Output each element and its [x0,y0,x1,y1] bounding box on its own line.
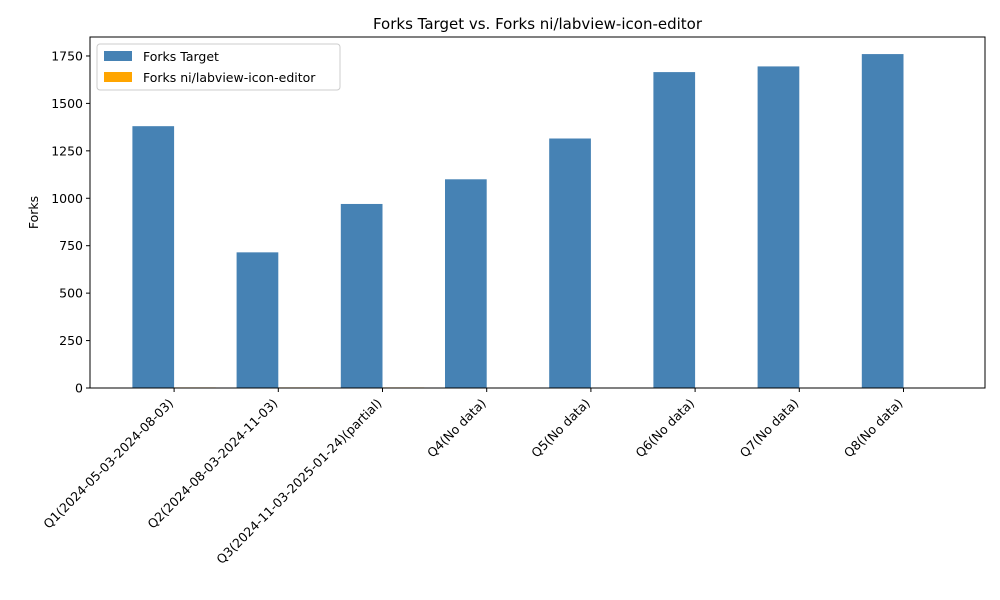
y-tick-label: 500 [59,286,83,301]
y-tick-label: 1000 [51,191,83,206]
x-tick-label: Q7(No data) [737,396,802,461]
bar-forks-target-2 [236,252,279,388]
bars-group [132,54,904,388]
y-tick-label: 1250 [51,143,83,158]
y-axis: 0 250 500 750 1000 1250 1500 1750 [51,48,90,396]
legend: Forks Target Forks ni/labview-icon-editor [96,43,341,91]
y-tick-label: 250 [59,333,83,348]
bar-forks-target-4 [445,179,487,388]
bar-forks-target-1 [132,126,175,388]
y-tick-label: 1500 [51,96,83,111]
y-tick-label: 0 [75,381,83,396]
x-axis: Q1(2024-05-03-2024-08-03)Q2(2024-08-03-2… [40,388,906,567]
x-tick-label: Q4(No data) [424,396,489,461]
legend-swatch [104,51,132,61]
bar-forks-target-7 [757,66,800,388]
plot-frame [89,36,986,389]
chart-title: Forks Target vs. Forks ni/labview-icon-e… [373,15,703,33]
x-tick-label: Q5(No data) [528,396,593,461]
legend-box [96,43,341,91]
y-tick-label: 1750 [51,48,83,63]
bar-forks-target-3 [340,203,383,388]
y-axis-label: Forks [26,196,41,229]
legend-swatch [104,72,132,82]
bar-forks-target-6 [653,72,696,388]
bar-forks-target-8 [861,54,904,388]
x-tick-label: Q6(No data) [632,396,697,461]
y-tick-label: 750 [59,238,83,253]
legend-label: Forks ni/labview-icon-editor [143,70,316,85]
x-tick-label: Q3(2024-11-03-2025-01-24)(partial) [213,396,384,567]
legend-label: Forks Target [143,49,219,64]
x-tick-label: Q8(No data) [841,396,906,461]
bar-forks-target-5 [549,138,591,388]
